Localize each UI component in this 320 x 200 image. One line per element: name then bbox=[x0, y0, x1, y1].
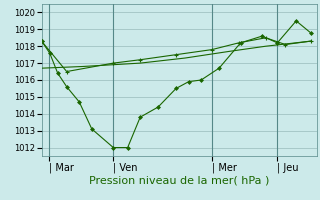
X-axis label: Pression niveau de la mer( hPa ): Pression niveau de la mer( hPa ) bbox=[89, 176, 269, 186]
